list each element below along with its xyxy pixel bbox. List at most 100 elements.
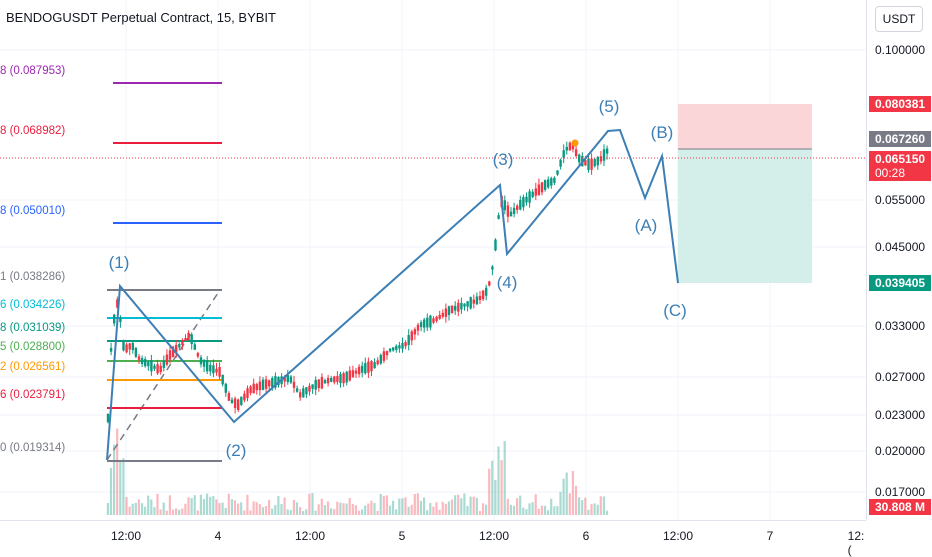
volume-bar: [221, 502, 224, 515]
wave-label-1[interactable]: (1): [108, 253, 130, 272]
candle-body: [540, 182, 544, 193]
symbol-title[interactable]: BENDOGUSDT Perpetual Contract, 15, BYBIT: [6, 10, 276, 25]
profit-zone[interactable]: [678, 149, 812, 283]
volume-bar: [193, 495, 196, 515]
candle-body: [602, 149, 606, 161]
candle-body: [233, 398, 237, 409]
volume-bar: [156, 493, 159, 515]
volume-bar: [398, 498, 401, 515]
volume-bar: [187, 497, 190, 515]
candle-body: [348, 370, 351, 381]
volume-bar: [602, 496, 605, 515]
candle-body: [460, 302, 463, 310]
time-axis[interactable]: 12:00 4 12:00 5 12:00 6 12:00 7 12:(: [0, 520, 866, 557]
chart-pane[interactable]: BENDOGUSDT Perpetual Contract, 15, BYBIT…: [0, 0, 866, 520]
candle-body: [404, 342, 407, 347]
candle-body: [147, 362, 150, 367]
candle-body: [537, 184, 541, 195]
candle-body: [209, 364, 212, 372]
volume-bar: [134, 502, 137, 515]
candle-body: [373, 362, 376, 369]
volume-bar: [497, 446, 500, 515]
volume-bar: [593, 503, 596, 515]
volume-bar: [137, 499, 140, 515]
candle-body: [497, 215, 500, 219]
wave-label-4[interactable]: (4): [496, 273, 518, 292]
loss-zone[interactable]: [678, 104, 812, 149]
candle-body: [469, 297, 472, 309]
volume-bar: [392, 500, 395, 515]
candle-body: [221, 374, 224, 385]
candle-body: [367, 361, 370, 373]
volume-bar: [562, 478, 565, 515]
price-chart-canvas[interactable]: [0, 0, 866, 520]
candle-body: [481, 290, 485, 300]
volume-bar: [168, 495, 171, 515]
volume-bar: [370, 500, 373, 515]
wave-label-5[interactable]: (5): [598, 97, 620, 116]
candle-body: [113, 314, 116, 324]
candle-body: [314, 379, 317, 390]
volume-bar: [295, 502, 299, 515]
volume-bar: [330, 508, 333, 515]
wave-label-2[interactable]: (2): [225, 441, 247, 460]
candle-body: [398, 345, 401, 349]
wave-label-c[interactable]: (C): [663, 301, 687, 320]
fib-label-5: 8 (0.031039): [0, 322, 66, 334]
volume-bar: [140, 503, 144, 515]
volume-bar: [605, 510, 609, 515]
candle-body: [419, 322, 423, 328]
candle-body: [388, 348, 392, 352]
volume-bar: [364, 505, 367, 515]
long-position-tool[interactable]: [678, 104, 812, 283]
volume-bar: [258, 504, 261, 515]
volume-bar: [181, 508, 184, 515]
candle-body: [249, 386, 252, 394]
candle-body: [410, 331, 413, 341]
wave-label-3[interactable]: (3): [492, 150, 514, 169]
volume-bar: [212, 496, 215, 515]
candle-body: [463, 303, 466, 307]
time-label: 12:00: [110, 529, 142, 543]
volume-bar: [571, 471, 574, 515]
time-label: 5: [398, 529, 406, 543]
candle-body: [376, 360, 379, 365]
volume-bar: [481, 503, 485, 515]
candle-body: [140, 358, 144, 365]
candle-body: [488, 281, 491, 286]
candle-body: [224, 383, 227, 393]
volume-bar: [299, 507, 302, 515]
candle-body: [295, 388, 299, 392]
volume-bar: [450, 499, 454, 515]
volume-bar: [233, 500, 237, 515]
volume-bar: [317, 504, 320, 515]
wave-label-b[interactable]: (B): [650, 123, 674, 142]
candle-body: [509, 211, 513, 217]
volume-bar: [404, 497, 407, 515]
volume-bar: [410, 504, 413, 515]
volume-bar: [184, 503, 187, 515]
candle-body: [323, 380, 327, 384]
volume-bar: [528, 503, 531, 515]
volume-bar: [516, 498, 519, 515]
currency-button[interactable]: USDT: [875, 6, 923, 32]
candle-body: [106, 413, 110, 423]
wave-label-a[interactable]: (A): [634, 216, 658, 235]
volume-bar: [454, 495, 457, 515]
fib-label-4: 6 (0.034226): [0, 299, 66, 311]
candle-body: [302, 388, 305, 398]
volume-bar: [125, 497, 128, 515]
candle-body: [590, 158, 593, 170]
volume-bar: [178, 509, 181, 515]
volume-bar: [385, 495, 388, 515]
candle-body: [494, 239, 497, 251]
candle-body: [534, 188, 537, 196]
elliott-wave-path[interactable]: [106, 128, 679, 461]
volume-bar: [361, 509, 364, 515]
price-label: 0.020000: [875, 444, 926, 458]
volume-bar: [587, 509, 590, 515]
volume-bar: [512, 505, 516, 515]
candle-body: [339, 374, 342, 384]
fib-retracement-tool[interactable]: [106, 82, 222, 462]
price-axis[interactable]: USDT 0.100000 0.055000 0.045000 0.033000…: [866, 0, 932, 520]
